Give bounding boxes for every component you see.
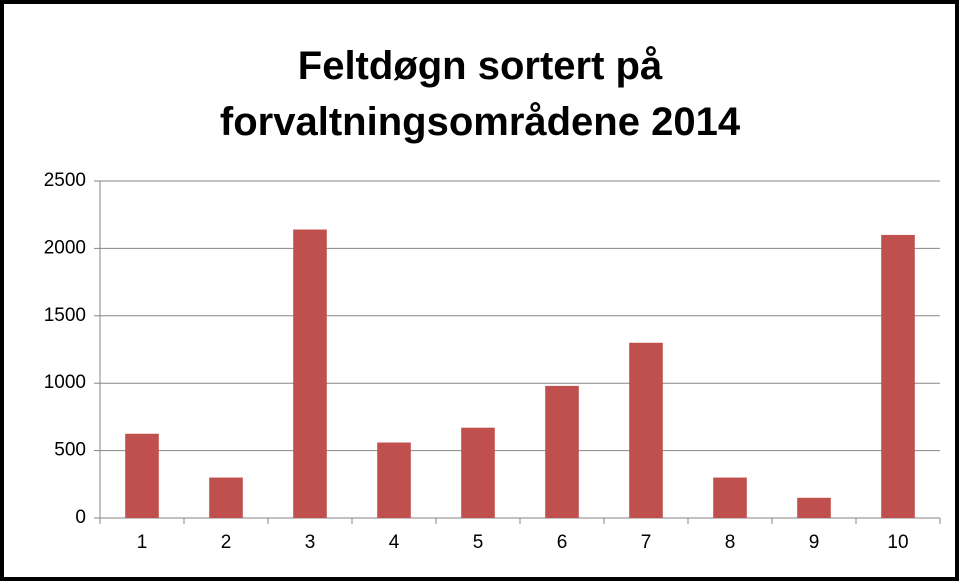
bar xyxy=(545,385,579,518)
bar xyxy=(881,234,915,519)
y-tick-label: 2500 xyxy=(44,170,86,191)
bar xyxy=(125,433,159,518)
bar xyxy=(713,477,747,518)
x-tick-label: 6 xyxy=(557,532,568,553)
x-tick-label: 4 xyxy=(389,532,400,553)
x-tick-label: 9 xyxy=(809,532,820,553)
x-tick-label: 5 xyxy=(473,532,484,553)
bar xyxy=(461,427,495,518)
y-tick-label: 1000 xyxy=(44,372,86,393)
bar xyxy=(209,477,243,518)
y-tick-label: 2000 xyxy=(44,237,86,258)
chart-title: Feltdøgn sortert på forvaltningsområdene… xyxy=(219,44,741,144)
x-tick-label: 2 xyxy=(221,532,232,553)
x-tick-label: 7 xyxy=(641,532,652,553)
bar xyxy=(293,229,327,518)
y-tick-label: 1500 xyxy=(44,305,86,326)
x-tick-label: 8 xyxy=(725,532,736,553)
bar xyxy=(377,442,411,518)
x-tick-label: 10 xyxy=(887,532,908,553)
y-tick-label: 500 xyxy=(54,440,86,461)
x-tick-label: 3 xyxy=(305,532,316,553)
y-tick-label: 0 xyxy=(75,507,86,528)
bar xyxy=(629,342,663,518)
bar xyxy=(797,497,831,518)
x-tick-label: 1 xyxy=(137,532,148,553)
